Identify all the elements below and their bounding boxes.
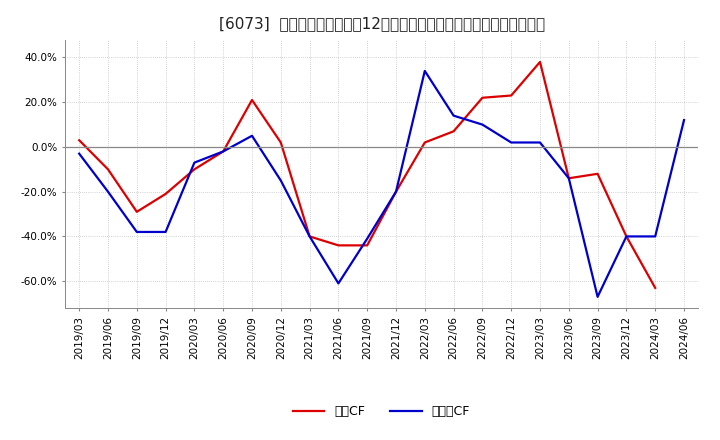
営業CF [334, 243, 343, 248]
Title: [6073]  キャッシュフローの12か月移動合計の対前年同期増減率の推移: [6073] キャッシュフローの12か月移動合計の対前年同期増減率の推移 [219, 16, 544, 32]
営業CF [132, 209, 141, 214]
Line: 営業CF: 営業CF [79, 62, 655, 288]
営業CF [593, 171, 602, 176]
営業CF [564, 176, 573, 181]
フリーCF [593, 294, 602, 300]
営業CF [392, 189, 400, 194]
フリーCF [392, 189, 400, 194]
Line: フリーCF: フリーCF [79, 71, 684, 297]
Legend: 営業CF, フリーCF: 営業CF, フリーCF [288, 400, 475, 423]
フリーCF [478, 122, 487, 127]
フリーCF [420, 68, 429, 73]
営業CF [276, 140, 285, 145]
フリーCF [248, 133, 256, 139]
営業CF [104, 167, 112, 172]
フリーCF [132, 229, 141, 235]
フリーCF [680, 117, 688, 123]
営業CF [536, 59, 544, 65]
営業CF [248, 97, 256, 103]
フリーCF [75, 151, 84, 156]
営業CF [478, 95, 487, 100]
フリーCF [190, 160, 199, 165]
営業CF [219, 149, 228, 154]
営業CF [363, 243, 372, 248]
フリーCF [276, 178, 285, 183]
フリーCF [622, 234, 631, 239]
営業CF [161, 191, 170, 197]
営業CF [75, 138, 84, 143]
フリーCF [564, 176, 573, 181]
フリーCF [219, 149, 228, 154]
営業CF [449, 128, 458, 134]
営業CF [190, 167, 199, 172]
フリーCF [305, 234, 314, 239]
フリーCF [363, 236, 372, 241]
フリーCF [334, 281, 343, 286]
フリーCF [651, 234, 660, 239]
営業CF [420, 140, 429, 145]
営業CF [622, 234, 631, 239]
営業CF [651, 285, 660, 290]
フリーCF [507, 140, 516, 145]
フリーCF [449, 113, 458, 118]
フリーCF [536, 140, 544, 145]
フリーCF [104, 189, 112, 194]
営業CF [305, 234, 314, 239]
フリーCF [161, 229, 170, 235]
営業CF [507, 93, 516, 98]
